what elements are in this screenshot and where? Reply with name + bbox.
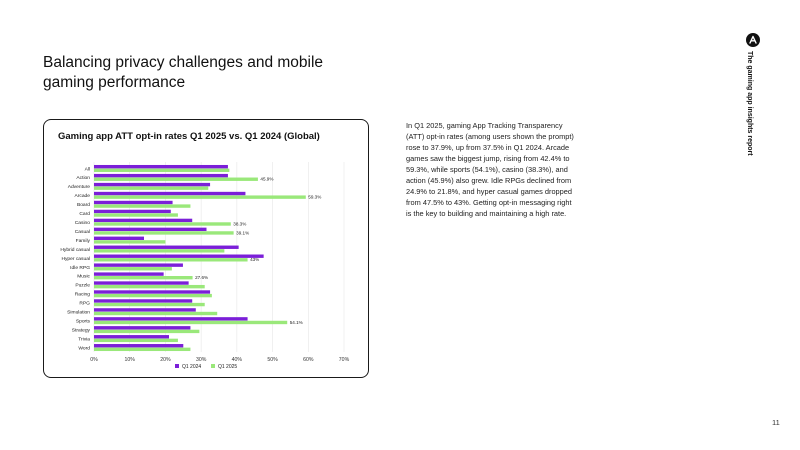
bar-q1-2025 <box>94 231 234 235</box>
data-label: 39.1% <box>236 230 249 235</box>
category-label: Strategy <box>72 327 91 333</box>
bar-q1-2025 <box>94 276 193 280</box>
category-label: Sports <box>76 318 91 324</box>
data-label: 59.3% <box>308 195 321 200</box>
bar-q1-2025 <box>94 258 248 262</box>
bar-q1-2025 <box>94 204 191 208</box>
bar-q1-2024 <box>94 227 207 232</box>
x-tick-label: 0% <box>90 357 98 363</box>
data-label: 54.1% <box>290 320 303 325</box>
category-label: Hybrid casual <box>60 247 90 253</box>
bar-q1-2025 <box>94 195 306 199</box>
data-label: 38.3% <box>233 221 246 226</box>
bar-q1-2024 <box>94 254 264 258</box>
category-label: Hyper casual <box>61 256 90 262</box>
bar-q1-2024 <box>94 299 193 303</box>
brand-logo-icon <box>746 33 760 47</box>
side-label: The gaming app insights report <box>746 33 786 173</box>
x-tick-label: 70% <box>339 357 350 363</box>
bar-q1-2024 <box>94 200 173 205</box>
body-text: In Q1 2025, gaming App Tracking Transpar… <box>406 121 574 218</box>
page-title: Balancing privacy challenges and mobile … <box>43 54 324 91</box>
category-label: Simulation <box>67 310 90 316</box>
bar-q1-2025 <box>94 347 191 352</box>
bar-q1-2025 <box>94 302 205 307</box>
category-label: Board <box>77 202 90 208</box>
bar-q1-2025 <box>94 320 288 325</box>
x-tick-label: 20% <box>160 357 171 363</box>
category-label: Action <box>76 175 90 181</box>
category-label: All <box>85 166 90 172</box>
data-label: 43% <box>250 257 259 262</box>
category-label: Trivia <box>78 336 90 342</box>
bar-q1-2024 <box>94 272 164 276</box>
category-label: Family <box>76 238 91 244</box>
bar-q1-2024 <box>94 263 183 267</box>
x-tick-label: 40% <box>232 357 243 363</box>
legend-label-q1-2024: Q1 2024 <box>182 364 201 370</box>
bar-q1-2024 <box>94 317 248 321</box>
bar-chart: 0% 10% 20% 30% 40% 50% 60% 70% All Action Adventur… <box>60 162 350 370</box>
category-label: Puzzle <box>75 283 90 289</box>
chart-title: Gaming app ATT opt-in rates Q1 2025 vs. … <box>58 131 320 142</box>
bar-q1-2025 <box>94 249 225 253</box>
bar-q1-2024 <box>94 344 184 348</box>
x-tick-label: 50% <box>267 357 278 363</box>
x-tick-label: 10% <box>125 357 136 363</box>
bar-q1-2025 <box>94 284 205 289</box>
page-number: 11 <box>772 418 780 427</box>
category-label: Card <box>79 211 90 217</box>
legend-swatch-q1-2025 <box>211 364 215 368</box>
bar-q1-2024 <box>94 326 191 330</box>
bar-q1-2024 <box>94 218 193 223</box>
bar-q1-2025 <box>94 177 258 181</box>
bar-q1-2024 <box>94 281 189 285</box>
bar-q1-2024 <box>94 236 144 240</box>
category-label: Music <box>77 274 90 280</box>
legend-swatch-q1-2024 <box>175 364 179 368</box>
bar-q1-2024 <box>94 209 171 214</box>
category-label: Arcade <box>75 193 91 199</box>
data-label: 45.9% <box>260 177 273 182</box>
bar-q1-2025 <box>94 329 200 334</box>
bar-q1-2024 <box>94 191 246 196</box>
bar-q1-2025 <box>94 213 178 217</box>
data-label: 27.6% <box>195 275 208 280</box>
legend-label-q1-2025: Q1 2025 <box>218 364 237 370</box>
bar-q1-2025 <box>94 168 230 172</box>
bar-q1-2025 <box>94 186 209 190</box>
x-tick-label: 30% <box>196 357 207 363</box>
report-name: The gaming app insights report <box>746 51 753 156</box>
bar-q1-2024 <box>94 290 211 294</box>
bar-q1-2024 <box>94 245 239 249</box>
x-tick-label: 60% <box>303 357 314 363</box>
bar-q1-2025 <box>94 311 218 316</box>
bar-q1-2025 <box>94 267 172 271</box>
category-label: Idle RPG <box>70 265 90 271</box>
bar-q1-2025 <box>94 240 166 244</box>
chart-card: Gaming app ATT opt-in rates Q1 2025 vs. … <box>43 119 369 378</box>
category-label: Adventure <box>68 184 91 190</box>
bar-q1-2025 <box>94 293 212 298</box>
bar-q1-2024 <box>94 335 169 339</box>
category-label: RPG <box>79 301 90 307</box>
category-label: Word <box>78 345 90 351</box>
bar-q1-2024 <box>94 173 228 178</box>
bar-q1-2025 <box>94 222 231 226</box>
bar-q1-2024 <box>94 308 196 312</box>
category-label: Racing <box>75 292 91 298</box>
bar-q1-2024 <box>94 164 228 169</box>
category-label: Casual <box>75 229 90 235</box>
bar-q1-2025 <box>94 338 178 343</box>
bar-q1-2024 <box>94 182 211 187</box>
category-label: Casino <box>75 220 91 226</box>
